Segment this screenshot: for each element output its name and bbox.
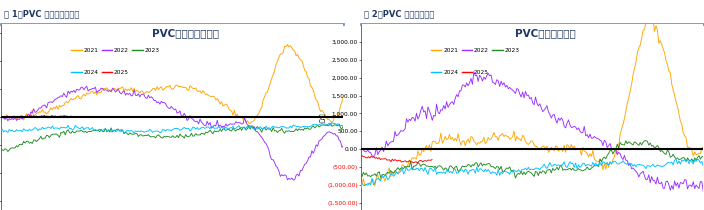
Text: 图 1：PVC 外采电石法利润: 图 1：PVC 外采电石法利润 <box>4 9 80 18</box>
Text: PVC外采电石法利润: PVC外采电石法利润 <box>152 28 219 38</box>
Text: PVC氯碱综合利润: PVC氯碱综合利润 <box>515 28 576 38</box>
Legend: 2024, 2025: 2024, 2025 <box>429 68 491 78</box>
Text: 图 2：PVC 氯碱综合利润: 图 2：PVC 氯碱综合利润 <box>364 9 434 18</box>
Y-axis label: 元/吨: 元/吨 <box>320 112 326 122</box>
Legend: 2024, 2025: 2024, 2025 <box>69 68 132 78</box>
